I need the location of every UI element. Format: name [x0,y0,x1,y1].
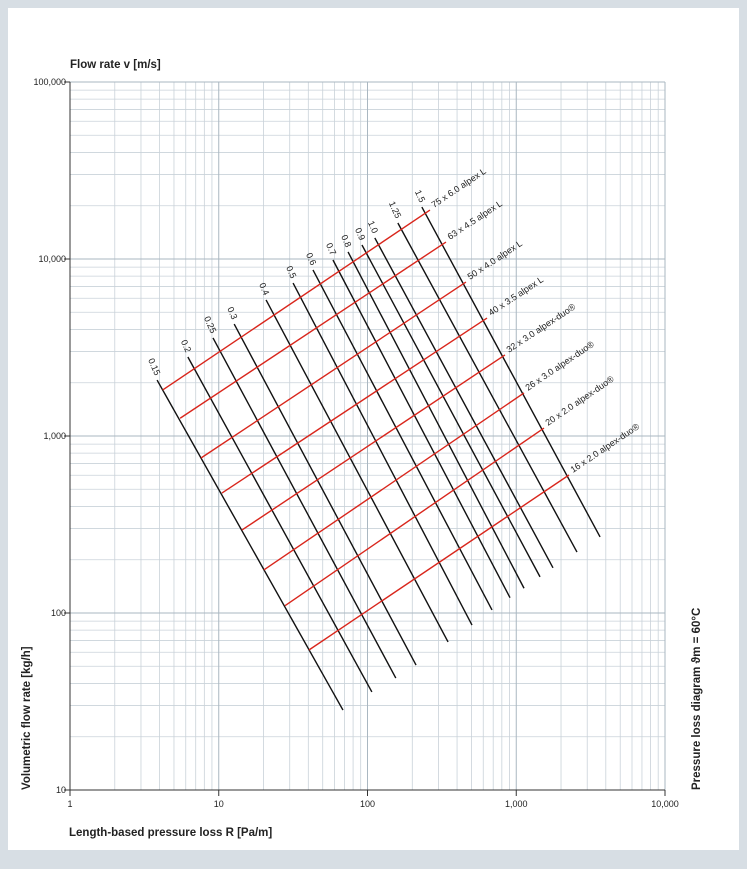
x-axis-title: Length-based pressure loss R [Pa/m] [69,827,272,839]
series-line [200,281,467,459]
y-tick-label: 10,000 [38,254,66,264]
series-line [265,299,449,643]
series-line [241,354,506,531]
line-label: 0.3 [225,305,239,321]
series-line [374,237,554,569]
series-line [347,251,525,589]
line-label: 0.5 [284,264,298,280]
series-line [263,392,525,571]
line-label: 1.0 [366,219,380,235]
line-label: 0.8 [339,233,353,249]
series-line [179,241,447,419]
line-label: 0.4 [257,281,271,297]
x-tick-label: 10,000 [651,799,679,809]
series-line [421,206,601,538]
x-tick-label: 1,000 [505,799,528,809]
y-axis-title: Volumetric flow rate [kg/h] [21,646,33,790]
line-label: 0.9 [353,226,367,242]
top-axis-title: Flow rate v [m/s] [70,59,161,71]
series-line [156,379,344,711]
series-line [233,323,417,666]
panel [8,8,739,850]
chart-title: Pressure loss diagram ϑm = 60°C [691,608,703,790]
line-label: 0.7 [324,241,338,257]
line-label: 0.2 [179,338,193,354]
series-line [361,244,541,578]
series-line [332,259,511,599]
x-tick-label: 1 [67,799,72,809]
y-tick-label: 10 [56,785,66,795]
series-line [308,474,570,651]
line-label: 1.5 [413,188,427,204]
grid [69,81,666,791]
series-line [284,427,545,607]
y-tick-label: 100 [51,608,66,618]
y-tick-label: 1,000 [43,431,66,441]
x-tick-label: 10 [214,799,224,809]
series-line [187,356,373,693]
series-line [221,317,488,494]
series-line [292,282,473,626]
series-line [212,337,397,679]
series-line [312,269,493,611]
y-tick-label: 100,000 [33,77,66,87]
series-line [397,222,578,553]
series-line [162,209,431,391]
line-label: 0.6 [304,251,318,267]
x-tick-label: 100 [360,799,375,809]
